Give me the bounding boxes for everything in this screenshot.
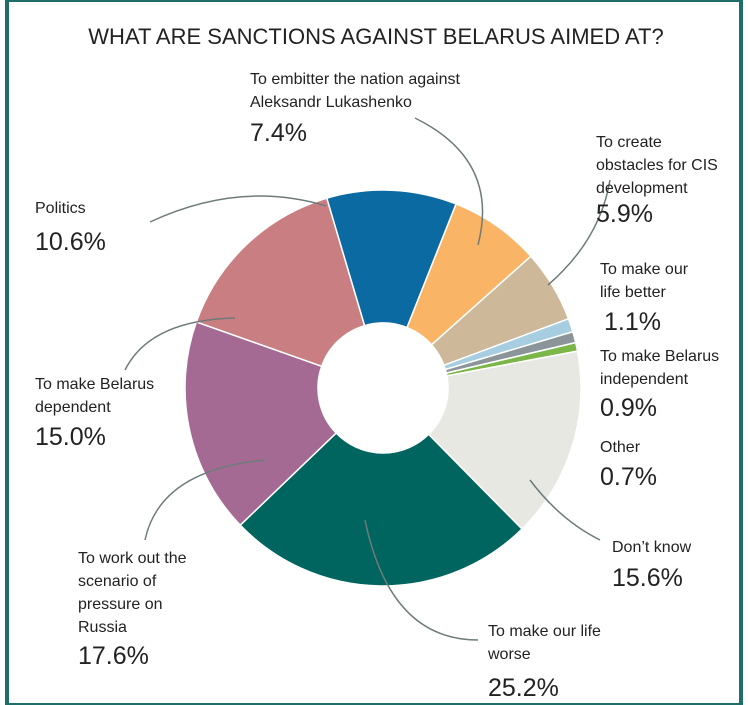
slice-label: Don’t know: [612, 539, 692, 556]
value-label: 10.6%: [35, 228, 106, 256]
chart-title: WHAT ARE SANCTIONS AGAINST BELARUS AIMED…: [88, 24, 663, 49]
slice-label: To make our life better: [600, 261, 689, 301]
value-label: 0.7%: [600, 463, 657, 491]
value-label: 15.6%: [612, 564, 683, 592]
slice: [184, 320, 338, 527]
slice-label: To make Belarus dependent: [35, 376, 154, 416]
leader-line: [364, 519, 479, 641]
leader-line: [547, 179, 611, 286]
leader-line: [529, 479, 601, 541]
slice-label: To make our life worse: [487, 623, 601, 663]
slice-label: To work out the scenario of pressure on Rus…: [78, 550, 187, 636]
leader-line: [144, 459, 266, 541]
value-label: 5.9%: [596, 200, 653, 228]
slice: [195, 197, 366, 368]
slice: [427, 350, 582, 531]
leader-line: [414, 117, 484, 246]
slice-label: Politics: [35, 200, 86, 217]
value-label: 17.6%: [78, 642, 149, 670]
value-label: 25.2%: [488, 674, 559, 702]
frame: [5, 0, 743, 705]
slice-label: To create obstacles for CIS development: [596, 134, 718, 197]
leader-line: [124, 317, 236, 371]
leader-line: [149, 195, 327, 223]
slice-label: To embitter the nation against Aleksandr …: [250, 71, 460, 111]
slice-label: To make Belarus independent: [600, 348, 719, 388]
value-label: 1.1%: [604, 308, 661, 336]
slice-label: Other: [600, 439, 641, 456]
value-label: 7.4%: [250, 119, 307, 147]
slice: [325, 189, 458, 329]
slice: [239, 431, 524, 587]
value-label: 15.0%: [35, 423, 106, 451]
value-label: 0.9%: [600, 394, 657, 422]
